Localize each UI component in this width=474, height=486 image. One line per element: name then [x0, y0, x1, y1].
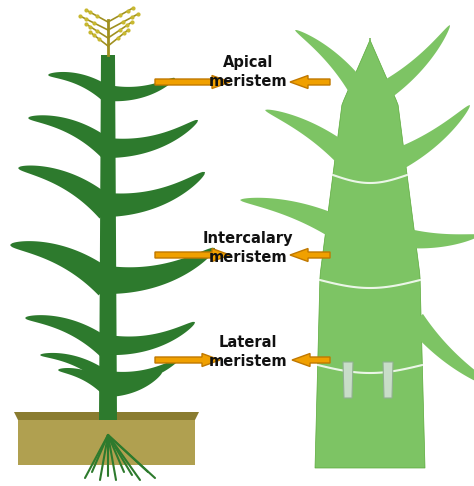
- FancyArrow shape: [155, 75, 230, 88]
- Polygon shape: [107, 248, 215, 294]
- Polygon shape: [14, 412, 199, 420]
- Polygon shape: [25, 315, 115, 358]
- FancyArrow shape: [292, 353, 330, 366]
- FancyArrow shape: [290, 75, 330, 88]
- Polygon shape: [265, 109, 364, 174]
- FancyArrow shape: [155, 248, 230, 261]
- Polygon shape: [383, 362, 393, 398]
- FancyArrow shape: [155, 353, 220, 366]
- Polygon shape: [108, 358, 180, 385]
- Polygon shape: [315, 38, 425, 468]
- Polygon shape: [373, 25, 450, 104]
- Polygon shape: [58, 368, 113, 395]
- Polygon shape: [240, 198, 357, 246]
- Polygon shape: [407, 314, 474, 390]
- Polygon shape: [99, 55, 117, 420]
- Text: Apical
meristem: Apical meristem: [209, 54, 287, 89]
- Polygon shape: [387, 225, 474, 248]
- Polygon shape: [18, 420, 195, 465]
- Text: Lateral
meristem: Lateral meristem: [209, 334, 287, 369]
- Polygon shape: [381, 105, 470, 176]
- Polygon shape: [10, 241, 118, 295]
- Polygon shape: [40, 353, 112, 385]
- Polygon shape: [28, 115, 115, 157]
- Polygon shape: [18, 166, 117, 219]
- Polygon shape: [48, 72, 113, 101]
- Text: Intercalary
meristem: Intercalary meristem: [203, 230, 293, 265]
- Polygon shape: [108, 172, 205, 217]
- Polygon shape: [108, 372, 162, 397]
- Polygon shape: [343, 362, 353, 398]
- Polygon shape: [295, 30, 371, 100]
- Polygon shape: [107, 322, 195, 355]
- FancyArrow shape: [290, 248, 330, 261]
- Polygon shape: [108, 120, 198, 158]
- Polygon shape: [107, 78, 175, 101]
